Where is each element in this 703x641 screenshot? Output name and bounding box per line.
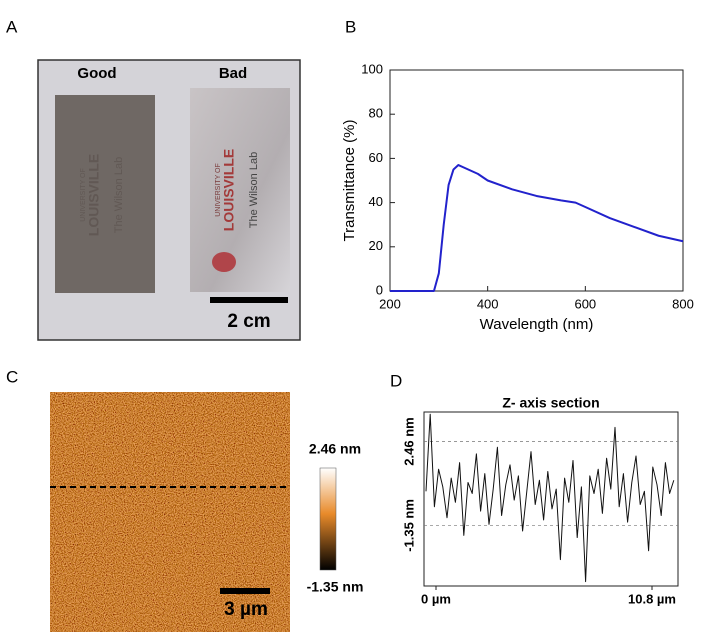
photo-label: Bad (219, 65, 247, 82)
y-tick-label: 60 (369, 150, 383, 165)
colorbar-label: -1.35 nm (307, 579, 364, 595)
logo (212, 252, 236, 272)
film-text: LOUISVILLE (86, 154, 102, 236)
panel-label: C (6, 367, 18, 386)
y-tick-label: -1.35 nm (401, 499, 416, 552)
film-text: The Wilson Lab (113, 157, 125, 233)
scale-label: 2 cm (227, 311, 270, 332)
y-tick-label: 80 (369, 106, 383, 121)
data-line (425, 413, 675, 583)
panel-label: B (345, 17, 356, 36)
colorbar-label: 2.46 nm (309, 441, 361, 457)
scale-bar (220, 588, 270, 594)
x-tick-label: 800 (672, 296, 694, 311)
y-tick-label: 20 (369, 238, 383, 253)
y-tick-label: 40 (369, 194, 383, 209)
plot-frame (389, 69, 684, 292)
film-bad (190, 88, 290, 292)
film-text: UNIVERSITY OF (80, 168, 87, 222)
plot-frame (423, 411, 679, 587)
film-text: UNIVERSITY OF (215, 163, 222, 217)
film-text: LOUISVILLE (221, 149, 237, 231)
y-tick-label: 2.46 nm (401, 417, 416, 465)
data-line (390, 164, 684, 292)
x-axis-label: Wavelength (nm) (480, 316, 594, 333)
y-axis-label: Transmittance (%) (341, 120, 358, 242)
afm-texture (50, 392, 290, 632)
x-tick-label: 600 (574, 296, 596, 311)
scale-label: 3 µm (224, 599, 268, 620)
x-tick-label: 10.8 µm (628, 591, 676, 606)
scale-bar (210, 297, 288, 303)
x-tick-label: 400 (477, 296, 499, 311)
panel-label: A (6, 17, 18, 36)
y-tick-label: 0 (376, 282, 383, 297)
x-tick-label: 0 µm (421, 591, 451, 606)
x-tick-label: 200 (379, 296, 401, 311)
colorbar (319, 467, 337, 571)
film-good (55, 95, 155, 293)
y-tick-label: 100 (361, 61, 383, 76)
panel-label: D (390, 371, 402, 390)
chart-title: Z- axis section (502, 395, 599, 411)
photo-label: Good (77, 65, 116, 82)
film-text: The Wilson Lab (248, 152, 260, 228)
